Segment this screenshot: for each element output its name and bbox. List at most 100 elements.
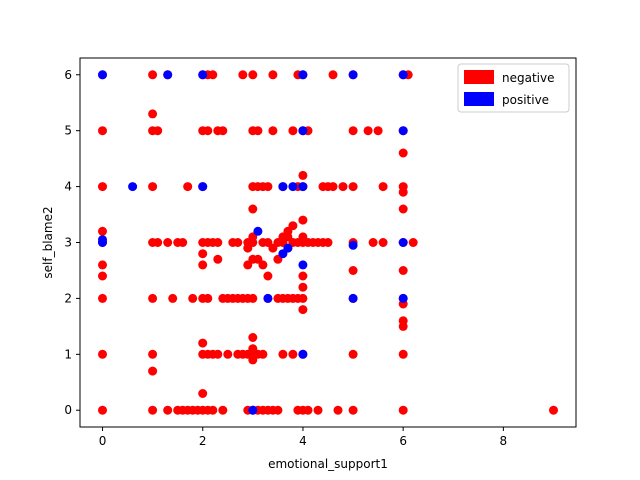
y-axis-label: self_blame2 — [41, 206, 55, 278]
negative-point — [168, 293, 178, 303]
negative-point — [148, 349, 158, 359]
negative-point — [248, 70, 258, 80]
negative-point — [398, 266, 408, 275]
y-tick-label: 6 — [64, 68, 72, 82]
negative-point — [323, 238, 333, 247]
negative-point — [153, 126, 163, 136]
positive-point — [283, 243, 293, 253]
negative-point — [298, 282, 308, 292]
positive-point — [398, 126, 408, 136]
positive-point — [198, 70, 208, 80]
negative-point — [248, 333, 258, 342]
negative-point — [298, 170, 308, 180]
negative-point — [378, 182, 388, 192]
legend-label-negative: negative — [502, 71, 554, 85]
negative-point — [98, 226, 107, 236]
y-tick-label: 0 — [64, 403, 72, 417]
negative-point — [223, 349, 233, 359]
negative-point — [328, 182, 338, 192]
negative-point — [203, 126, 213, 136]
negative-point — [333, 405, 343, 415]
negative-point — [188, 293, 198, 303]
negative-point — [398, 316, 408, 326]
positive-point — [163, 70, 173, 80]
negative-point — [298, 293, 308, 303]
negative-point — [213, 238, 223, 247]
negative-point — [278, 349, 288, 359]
negative-point — [348, 266, 358, 275]
positive-point — [348, 70, 358, 80]
negative-point — [398, 204, 408, 214]
negative-point — [258, 349, 268, 359]
negative-point — [303, 405, 313, 415]
negative-point — [218, 405, 228, 415]
positive-point — [253, 226, 263, 236]
positive-point — [298, 70, 308, 80]
x-tick-label: 6 — [399, 434, 407, 448]
negative-point — [398, 405, 408, 415]
positive-point — [263, 293, 273, 303]
negative-point — [148, 366, 158, 376]
negative-point — [233, 238, 243, 247]
negative-point — [273, 405, 283, 415]
negative-point — [208, 405, 218, 415]
negative-point — [98, 293, 107, 303]
negative-point — [373, 126, 383, 136]
negative-point — [203, 293, 213, 303]
negative-point — [148, 293, 158, 303]
negative-point — [328, 70, 338, 80]
x-axis-label: emotional_support1 — [268, 457, 388, 471]
negative-point — [148, 70, 158, 80]
negative-point — [148, 109, 158, 119]
negative-point — [98, 126, 107, 136]
negative-point — [313, 405, 323, 415]
negative-point — [98, 271, 107, 281]
positive-point — [398, 70, 408, 80]
negative-point — [288, 349, 298, 359]
negative-point — [363, 126, 373, 136]
legend-label-positive: positive — [502, 93, 549, 107]
negative-point — [218, 126, 228, 136]
y-tick-label: 3 — [64, 236, 72, 250]
negative-point — [148, 405, 158, 415]
positive-point — [98, 70, 107, 80]
negative-point — [248, 293, 258, 303]
positive-point — [348, 240, 358, 250]
positive-point — [98, 235, 107, 245]
points-layer — [98, 70, 558, 415]
y-tick-label: 5 — [64, 124, 72, 138]
negative-point — [183, 182, 193, 192]
negative-point — [238, 70, 248, 80]
positive-point — [298, 349, 308, 359]
positive-point — [298, 260, 308, 270]
y-tick-label: 4 — [64, 180, 72, 194]
negative-point — [98, 182, 107, 192]
negative-point — [398, 182, 408, 192]
positive-point — [278, 182, 288, 192]
negative-point — [198, 249, 208, 259]
negative-point — [258, 260, 268, 270]
negative-point — [248, 204, 258, 214]
x-tick-label: 8 — [500, 434, 508, 448]
negative-point — [288, 221, 298, 231]
x-axis-ticks: 0 2 4 6 8 — [99, 427, 507, 448]
negative-point — [348, 349, 358, 359]
negative-point — [163, 405, 173, 415]
x-tick-label: 4 — [299, 434, 307, 448]
positive-point — [128, 182, 138, 192]
negative-point — [263, 271, 273, 281]
legend-swatch-negative — [464, 70, 494, 84]
negative-point — [398, 349, 408, 359]
negative-point — [253, 126, 263, 136]
negative-point — [368, 238, 378, 247]
negative-point — [263, 182, 273, 192]
positive-point — [398, 293, 408, 303]
negative-point — [213, 349, 223, 359]
positive-point — [198, 182, 208, 192]
negative-point — [268, 70, 278, 80]
negative-point — [348, 405, 358, 415]
negative-point — [378, 238, 388, 247]
negative-point — [213, 254, 223, 264]
